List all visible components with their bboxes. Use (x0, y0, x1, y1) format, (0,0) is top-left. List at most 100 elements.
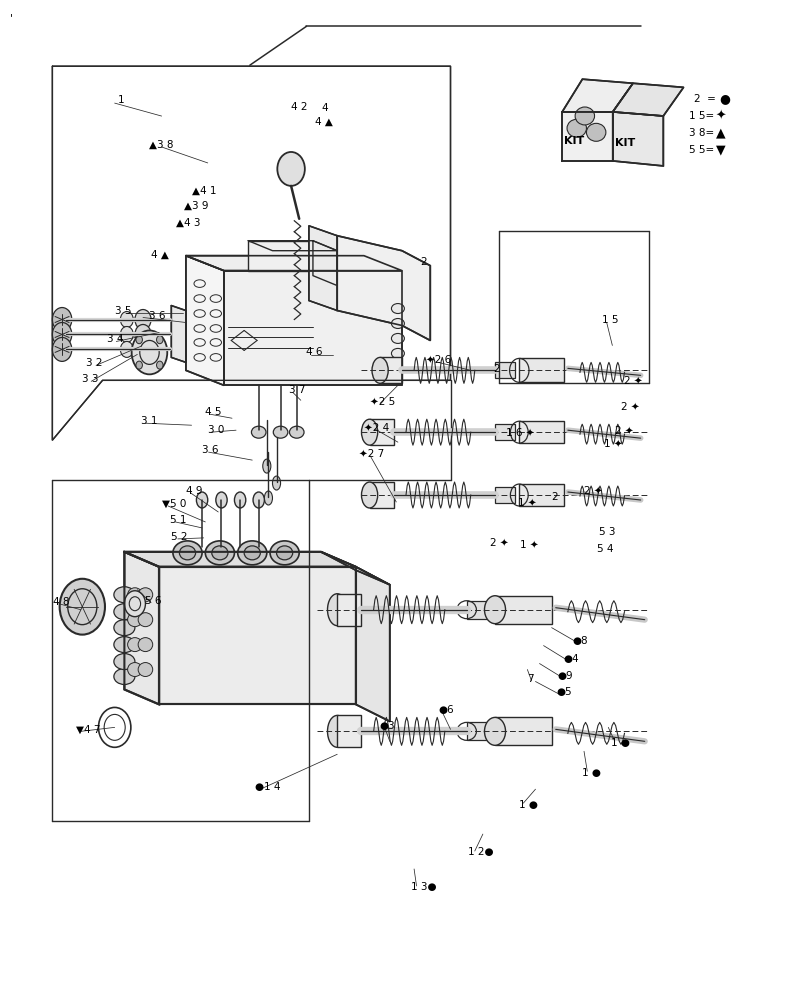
Text: 3 4: 3 4 (106, 334, 123, 344)
Ellipse shape (127, 613, 142, 627)
Ellipse shape (114, 654, 135, 670)
Ellipse shape (179, 546, 195, 560)
Ellipse shape (391, 333, 404, 343)
Text: 1 ✦: 1 ✦ (520, 540, 538, 550)
Text: 4 6: 4 6 (305, 347, 322, 357)
Ellipse shape (157, 336, 163, 344)
Polygon shape (224, 271, 401, 385)
Ellipse shape (391, 304, 404, 314)
Ellipse shape (391, 319, 404, 328)
Text: ': ' (10, 13, 13, 23)
Bar (369, 482, 393, 508)
Polygon shape (124, 552, 159, 704)
Text: 5 5=: 5 5= (688, 145, 713, 155)
Ellipse shape (566, 119, 586, 137)
Text: 3 6: 3 6 (202, 445, 218, 455)
Ellipse shape (135, 336, 142, 344)
Bar (519, 484, 563, 506)
Text: 2 ✦: 2 ✦ (620, 401, 639, 411)
Polygon shape (320, 552, 389, 585)
Text: 5 3: 5 3 (598, 527, 615, 537)
Ellipse shape (173, 541, 202, 565)
Ellipse shape (371, 357, 388, 383)
Text: ▲4 1: ▲4 1 (192, 186, 217, 196)
Bar (495, 596, 551, 624)
Ellipse shape (361, 419, 377, 445)
Text: ▲3 9: ▲3 9 (184, 201, 208, 211)
Ellipse shape (264, 491, 272, 505)
Text: 4 2: 4 2 (290, 102, 307, 112)
Text: 3 3: 3 3 (82, 374, 99, 384)
Text: ▲: ▲ (715, 127, 725, 140)
Ellipse shape (138, 588, 152, 602)
Text: 4 ▲: 4 ▲ (151, 250, 169, 260)
Text: 2: 2 (420, 257, 427, 267)
Ellipse shape (114, 637, 135, 653)
Polygon shape (337, 236, 430, 340)
Text: 5 2: 5 2 (171, 532, 187, 542)
Text: 3 6: 3 6 (149, 311, 165, 321)
Text: 1 ●: 1 ● (610, 738, 629, 748)
Text: ▼4 7: ▼4 7 (75, 724, 101, 734)
Text: ✦: ✦ (715, 109, 726, 122)
Text: 1 6 ✦: 1 6 ✦ (506, 427, 534, 437)
Polygon shape (171, 306, 186, 362)
Text: ●6: ●6 (438, 705, 453, 715)
Text: 1 ●: 1 ● (519, 800, 538, 810)
Ellipse shape (212, 546, 228, 560)
Ellipse shape (114, 587, 135, 603)
Ellipse shape (484, 717, 505, 745)
Text: ✦2 7: ✦2 7 (358, 449, 384, 459)
Ellipse shape (135, 361, 142, 369)
Text: ▼: ▼ (715, 144, 725, 157)
Ellipse shape (61, 324, 71, 344)
Text: 5 6: 5 6 (145, 596, 161, 606)
Polygon shape (612, 83, 683, 116)
Ellipse shape (289, 426, 303, 438)
Text: ●1 4: ●1 4 (255, 782, 280, 792)
Ellipse shape (114, 620, 135, 636)
Ellipse shape (251, 426, 266, 438)
Ellipse shape (327, 715, 346, 747)
Ellipse shape (574, 107, 594, 125)
Ellipse shape (277, 546, 292, 560)
Text: 3 8=: 3 8= (688, 128, 713, 138)
Polygon shape (186, 256, 401, 271)
Ellipse shape (244, 546, 260, 560)
Polygon shape (124, 552, 355, 567)
Polygon shape (355, 567, 389, 721)
Bar (248, 241, 312, 271)
Ellipse shape (586, 123, 605, 141)
Text: ●9: ●9 (556, 671, 573, 681)
Text: ✦2 4: ✦2 4 (363, 422, 388, 432)
Ellipse shape (138, 663, 152, 677)
Text: 4: 4 (321, 103, 328, 113)
Ellipse shape (361, 482, 377, 508)
Bar (519, 421, 563, 443)
Text: 1 ✦: 1 ✦ (518, 498, 536, 508)
Polygon shape (186, 256, 224, 385)
Ellipse shape (120, 326, 133, 342)
Text: 1: 1 (118, 95, 124, 105)
Bar (369, 419, 393, 445)
Ellipse shape (196, 492, 208, 508)
Text: 7: 7 (526, 674, 534, 684)
Text: ●5: ●5 (556, 687, 572, 697)
Text: ▼5 0: ▼5 0 (161, 499, 186, 509)
Text: 1 ✦: 1 ✦ (603, 439, 622, 449)
Polygon shape (561, 79, 633, 112)
Text: 3 5: 3 5 (114, 306, 131, 316)
Text: KIT: KIT (614, 138, 634, 148)
Text: ●3: ●3 (379, 721, 394, 731)
Bar (466, 601, 491, 619)
Ellipse shape (270, 541, 298, 565)
Text: ●4: ●4 (562, 654, 578, 664)
Bar (380, 357, 401, 383)
Text: 3 7: 3 7 (288, 385, 305, 395)
Ellipse shape (205, 541, 234, 565)
Ellipse shape (52, 308, 71, 331)
Text: 5 1: 5 1 (169, 515, 186, 525)
Ellipse shape (135, 310, 151, 329)
Text: ●8: ●8 (572, 636, 588, 646)
Text: 2 ✦: 2 ✦ (614, 425, 633, 435)
